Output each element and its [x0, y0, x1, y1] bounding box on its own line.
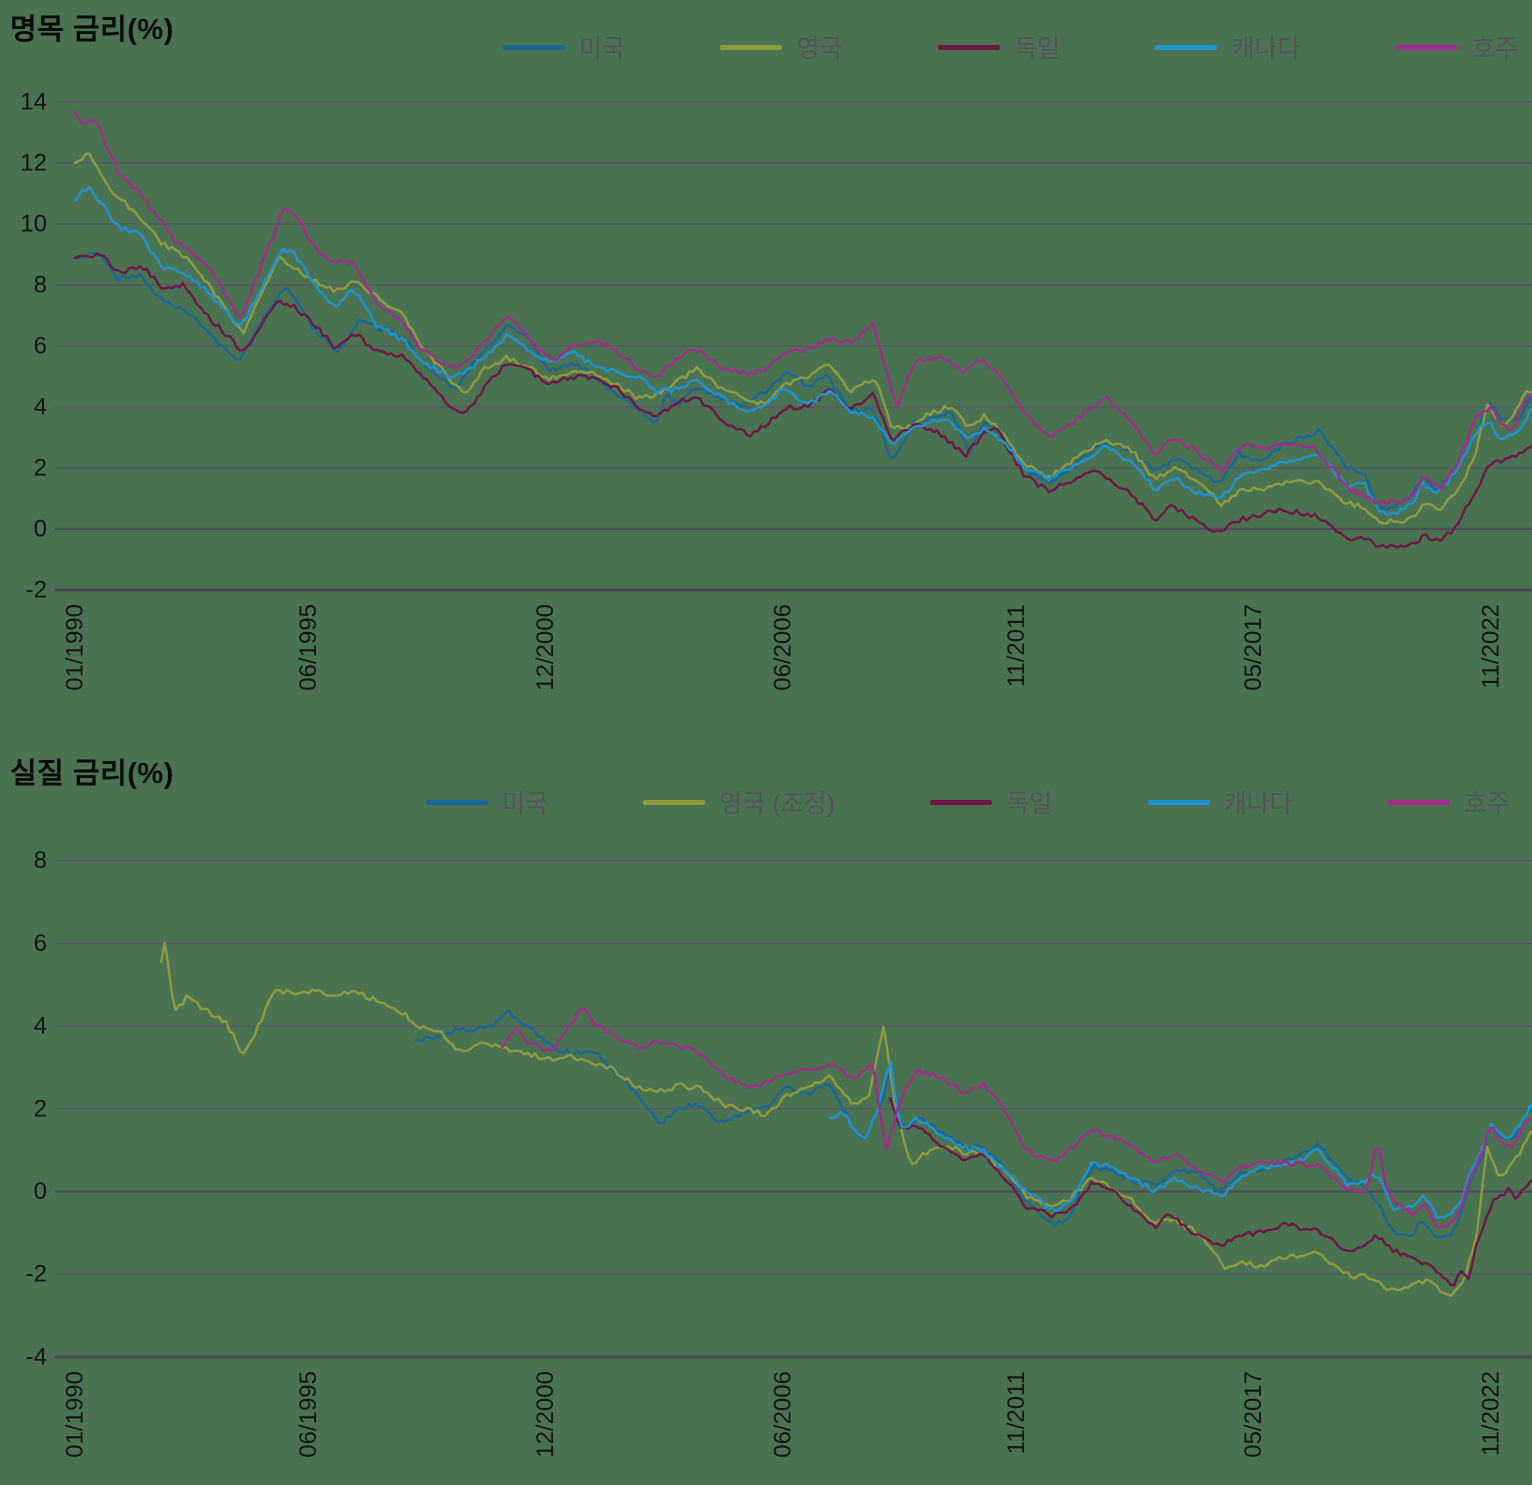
- nominal-legend-label-au: 호주: [1471, 35, 1518, 63]
- nominal-legend-item-us: 미국: [503, 29, 625, 65]
- nominal-y-axis-labels: 14 12 10 8 6 4 2 0 -2: [20, 89, 47, 604]
- nominal-series-line-de: [73, 252, 1532, 549]
- svg-text:2: 2: [34, 455, 47, 482]
- svg-text:12/2000: 12/2000: [532, 604, 559, 691]
- nominal-chart-legend: 미국 영국 독일 캐나다 호주: [503, 34, 1518, 63]
- svg-text:6: 6: [34, 930, 47, 957]
- svg-text:0: 0: [34, 516, 47, 543]
- nominal-legend-swatch-au: [1395, 44, 1458, 50]
- nominal-series-line-us: [73, 251, 1532, 511]
- svg-text:01/1990: 01/1990: [62, 604, 89, 691]
- svg-text:4: 4: [34, 394, 47, 421]
- svg-text:11/2011: 11/2011: [1003, 1371, 1030, 1454]
- real-grid: [55, 859, 1532, 1359]
- real-legend-swatch-au: [1387, 799, 1450, 805]
- nominal-legend-swatch-de: [937, 44, 1000, 50]
- real-x-axis-labels: 01/1990 06/1995 12/2000 06/2006 11/2011 05/20…: [62, 1371, 1505, 1458]
- real-legend-swatch-uk: [643, 799, 706, 805]
- svg-text:8: 8: [34, 272, 47, 299]
- real-legend-label-uk: 영국 (조정): [719, 790, 835, 818]
- svg-text:6: 6: [34, 333, 47, 360]
- svg-text:-4: -4: [26, 1343, 47, 1370]
- real-legend-label-ca: 캐나다: [1223, 790, 1293, 818]
- real-legend-swatch-ca: [1147, 799, 1210, 805]
- svg-text:8: 8: [34, 847, 47, 874]
- real-series-line-uk: [159, 941, 1532, 1297]
- svg-text:06/2006: 06/2006: [769, 604, 796, 691]
- real-legend-label-au: 호주: [1463, 790, 1510, 818]
- nominal-legend-item-ca: 캐나다: [1155, 29, 1300, 65]
- real-legend-label-de: 독일: [1006, 790, 1053, 818]
- real-series-line-us: [414, 1008, 1532, 1239]
- real-y-axis-labels: 8 6 4 2 0 -2 -4: [26, 847, 47, 1370]
- real-series-line-au: [500, 1007, 1532, 1229]
- svg-text:12: 12: [20, 150, 47, 177]
- nominal-legend-swatch-uk: [720, 44, 783, 50]
- nominal-legend-label-ca: 캐나다: [1231, 35, 1301, 63]
- real-series-line-ca: [828, 1060, 1532, 1220]
- nominal-legend-item-au: 호주: [1395, 29, 1518, 65]
- nominal-legend-item-de: 독일: [937, 29, 1060, 65]
- svg-text:4: 4: [34, 1013, 47, 1040]
- svg-text:14: 14: [20, 89, 47, 116]
- real-series-line-de: [888, 1096, 1532, 1287]
- svg-text:12/2000: 12/2000: [532, 1371, 559, 1458]
- real-legend-item-au: 호주: [1387, 784, 1510, 820]
- real-legend-item-us: 미국: [426, 784, 548, 820]
- svg-text:06/1995: 06/1995: [295, 1371, 322, 1458]
- nominal-chart-title: 명목 금리(%): [10, 14, 174, 46]
- nominal-series-line-uk: [73, 152, 1532, 525]
- nominal-legend-label-us: 미국: [579, 35, 626, 63]
- svg-text:-2: -2: [26, 1261, 47, 1288]
- svg-text:05/2017: 05/2017: [1240, 604, 1267, 691]
- nominal-series-line-au: [73, 110, 1532, 507]
- nominal-legend-swatch-us: [503, 44, 565, 50]
- svg-text:01/1990: 01/1990: [62, 1371, 89, 1458]
- real-chart-legend: 미국 영국 (조정) 독일 캐나다 호주: [426, 789, 1510, 818]
- svg-text:06/1995: 06/1995: [295, 604, 322, 691]
- svg-text:06/2006: 06/2006: [769, 1371, 796, 1458]
- real-legend-item-de: 독일: [930, 784, 1052, 820]
- svg-text:11/2022: 11/2022: [1477, 1371, 1504, 1456]
- real-legend-swatch-de: [930, 799, 993, 805]
- svg-text:-2: -2: [26, 577, 47, 604]
- real-chart-title: 실질 금리(%): [10, 758, 174, 790]
- svg-text:11/2022: 11/2022: [1477, 604, 1504, 689]
- svg-text:2: 2: [34, 1095, 47, 1122]
- nominal-x-axis-labels: 01/1990 06/1995 12/2000 06/2006 11/2011 05/20…: [62, 604, 1505, 691]
- nominal-legend-item-uk: 영국: [720, 29, 843, 65]
- real-legend-label-us: 미국: [502, 790, 549, 818]
- real-legend-item-uk: 영국 (조정): [643, 784, 835, 820]
- nominal-legend-label-uk: 영국: [796, 35, 843, 63]
- svg-text:05/2017: 05/2017: [1240, 1371, 1267, 1458]
- nominal-series-line-ca: [73, 186, 1532, 516]
- real-legend-item-ca: 캐나다: [1147, 784, 1293, 820]
- svg-text:11/2011: 11/2011: [1003, 604, 1030, 687]
- nominal-legend-label-de: 독일: [1013, 35, 1060, 63]
- svg-text:0: 0: [34, 1178, 47, 1205]
- svg-text:10: 10: [20, 211, 47, 238]
- real-legend-swatch-us: [426, 799, 488, 805]
- nominal-legend-swatch-ca: [1155, 44, 1218, 50]
